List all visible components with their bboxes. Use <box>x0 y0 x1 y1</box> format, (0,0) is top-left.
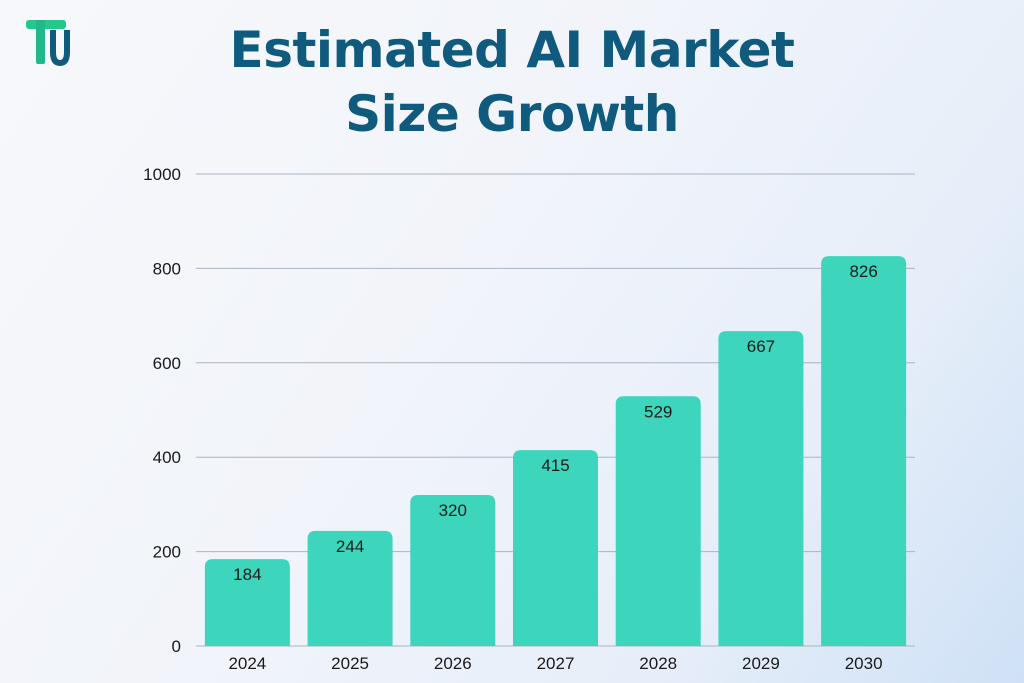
y-tick-label: 200 <box>153 543 181 562</box>
x-tick-label-2029: 2029 <box>742 654 780 673</box>
bar-2026 <box>410 494 496 646</box>
bars <box>204 256 907 646</box>
y-tick-label: 0 <box>172 637 181 656</box>
x-tick-label-2028: 2028 <box>639 654 677 673</box>
data-labels: 184 244 320 415 529 667 826 <box>233 262 878 584</box>
data-label-2026: 320 <box>439 501 467 520</box>
chart-title-line-2: Size Growth <box>345 85 679 143</box>
bar-2028 <box>615 396 701 646</box>
bar-2024 <box>204 559 290 646</box>
bar-2029 <box>718 331 804 646</box>
y-tick-label: 400 <box>153 448 181 467</box>
y-tick-label: 800 <box>153 259 181 278</box>
y-axis: 0 200 400 600 800 1000 <box>143 165 181 656</box>
x-tick-label-2030: 2030 <box>845 654 883 673</box>
tu-logo-icon <box>24 18 72 70</box>
y-tick-label: 600 <box>153 354 181 373</box>
data-label-2025: 244 <box>336 537 364 556</box>
data-label-2027: 415 <box>541 456 569 475</box>
chart-title: Estimated AI Market Size Growth <box>0 18 1024 146</box>
tu-logo-graphic <box>26 20 70 66</box>
bar-2025 <box>307 530 393 646</box>
x-tick-label-2025: 2025 <box>331 654 369 673</box>
x-tick-label-2026: 2026 <box>434 654 472 673</box>
data-label-2028: 529 <box>644 402 672 421</box>
logo-u-shape <box>50 30 70 66</box>
data-label-2029: 667 <box>747 337 775 356</box>
x-tick-label-2024: 2024 <box>228 654 266 673</box>
x-tick-label-2027: 2027 <box>537 654 575 673</box>
data-label-2030: 826 <box>849 262 877 281</box>
y-tick-label: 1000 <box>143 165 181 184</box>
x-axis: 2024 2025 2026 2027 2028 2029 2030 <box>228 654 882 673</box>
bar-2027 <box>513 450 598 646</box>
bar-2030 <box>821 256 907 646</box>
data-label-2024: 184 <box>233 565 261 584</box>
logo-t-stem <box>36 20 45 64</box>
chart-title-line-1: Estimated AI Market <box>229 21 795 79</box>
